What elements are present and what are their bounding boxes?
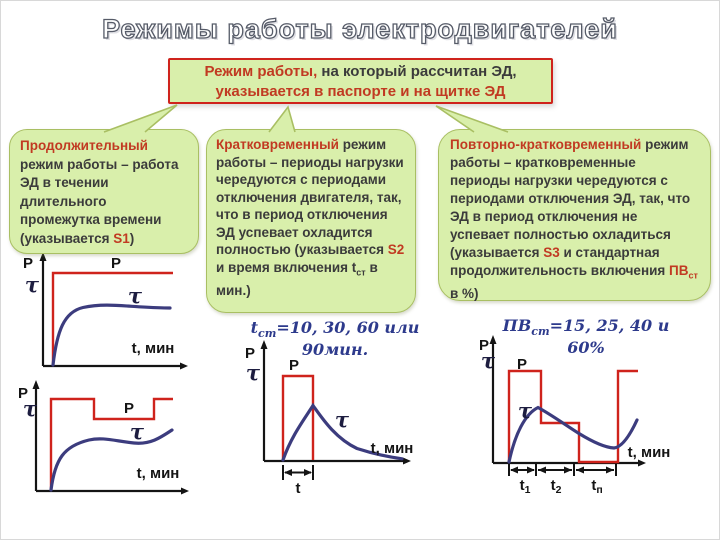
tau-axis-label: τ [23, 396, 38, 421]
callout-short-time-after: и время включения t [216, 259, 357, 275]
power-line-label: P [517, 356, 527, 373]
banner-line-2: указывается в паспорте и на щитке ЭД [215, 83, 506, 100]
x-axis-label: t, мин [371, 440, 414, 457]
callout-short-time-code: S2 [387, 242, 405, 257]
callout-continuous-body: режим работы – работа ЭД в течении длите… [20, 156, 179, 246]
dim-arrow-icon [510, 466, 518, 474]
dim-arrow-right-icon [304, 469, 312, 476]
callout-intermittent-code: S3 [543, 245, 560, 260]
temperature-curve [51, 303, 172, 367]
y-axis-arrow-icon [489, 335, 497, 344]
callout-continuous-highlight: Продолжительный [20, 138, 148, 153]
power-line [51, 271, 173, 365]
tail-left [103, 104, 178, 133]
dim-arrow-left-icon [284, 469, 292, 476]
callout-intermittent-pv-sub: ст [688, 270, 698, 281]
power-line [49, 397, 173, 490]
power-pulse [281, 374, 315, 460]
annotation-short-time-values: tст=10, 30, 60 или 90мин. [239, 318, 431, 359]
power-line [507, 369, 638, 464]
dim-arrow-icon [576, 466, 584, 474]
banner-line-1: Режим работы, на который рассчитан ЭД, [170, 62, 551, 82]
tau-curve-label: τ [128, 283, 143, 308]
y-axis-label: P [18, 385, 28, 402]
x-axis-arrow-icon [181, 487, 189, 495]
temperature-curve [507, 405, 639, 464]
callout-intermittent-tail: в %) [450, 285, 479, 301]
definition-banner: Режим работы, на который рассчитан ЭД, у… [168, 58, 553, 104]
dim-arrow-icon [564, 466, 572, 474]
annotation-short-time-sub: ст [258, 327, 277, 341]
graph-short-time: P τ P τ t, мин t [245, 340, 414, 497]
t1-label: t1 [520, 477, 531, 496]
x-axis-arrow-icon [638, 459, 646, 467]
callout-continuous-code: S1 [113, 230, 130, 246]
x-axis-label: t, мин [628, 444, 671, 461]
callout-continuous-tail: ) [129, 230, 135, 246]
pulse-width-label: t [296, 480, 301, 497]
callout-intermittent-after: и стандартная продолжительность включени… [450, 245, 670, 278]
annotation-intermittent-main: ПВ [502, 316, 532, 335]
annotation-intermittent-rest: =15, 25, 40 и 60% [549, 316, 670, 358]
t2-label: t2 [551, 477, 562, 496]
power-line-label: P [289, 357, 299, 374]
graph-intermittent: P τ P τ t, мин t1 t2 tп [479, 335, 671, 496]
banner-line1-rest: на который рассчитан ЭД, [317, 63, 517, 80]
annotation-intermittent-sub: ст [531, 325, 550, 339]
cycle-dimension [508, 464, 617, 476]
x-axis-arrow-icon [403, 457, 411, 465]
page-title: Режимы работы электродвигателей [101, 13, 618, 44]
callout-short-time-mode: Кратковременный режим работы – периоды н… [206, 129, 416, 313]
annotation-short-time-rest: =10, 30, 60 или 90мин. [276, 318, 420, 360]
power-line-label: P [111, 255, 121, 272]
y-axis-label: P [245, 345, 255, 362]
x-axis-label: t, мин [132, 340, 175, 357]
tau-axis-label: τ [25, 272, 40, 297]
graph-continuous-constant: P τ P τ t, мин [23, 252, 188, 370]
tp-label: tп [591, 477, 602, 496]
callout-short-time-sub: ст [356, 267, 366, 278]
callout-intermittent-highlight: Повторно-кратковременный [450, 137, 642, 152]
tau-curve-label: τ [335, 407, 350, 432]
tau-axis-label: τ [246, 360, 261, 385]
graph-continuous-varying: P τ P τ t, мин [18, 380, 189, 495]
callout-short-time-body: режим работы – периоды нагрузки чередуют… [216, 137, 404, 257]
tau-axis-label: τ [481, 348, 496, 373]
temperature-curve [49, 428, 174, 492]
callout-intermittent-body: режим работы – кратковременные периоды н… [450, 137, 691, 260]
dim-arrow-icon [527, 466, 535, 474]
callout-continuous-mode: Продолжительный режим работы – работа ЭД… [9, 129, 199, 254]
banner-line1-lead: Режим работы, [204, 63, 318, 80]
y-axis-label: P [479, 337, 489, 354]
temperature-curve [281, 402, 404, 462]
dim-arrow-icon [538, 466, 546, 474]
annotation-short-time-main: t [250, 318, 258, 337]
callout-intermittent-pv: ПВ [669, 263, 689, 278]
tau-curve-label: τ [518, 398, 533, 423]
dim-arrow-icon [606, 466, 614, 474]
callout-intermittent-mode: Повторно-кратковременный режим работы – … [438, 129, 711, 301]
tau-curve-label: τ [130, 419, 145, 444]
power-line-label: P [124, 400, 134, 417]
y-axis-arrow-icon [39, 252, 47, 261]
y-axis-label: P [23, 255, 33, 272]
annotation-intermittent-values: ПВст=15, 25, 40 и 60% [488, 316, 684, 357]
callout-short-time-highlight: Кратковременный [216, 137, 339, 152]
y-axis-arrow-icon [260, 340, 268, 349]
y-axis-arrow-icon [32, 380, 40, 389]
x-axis-arrow-icon [180, 362, 188, 370]
callout-short-time-tail: в мин.) [216, 259, 378, 298]
x-axis-label: t, мин [137, 465, 180, 482]
